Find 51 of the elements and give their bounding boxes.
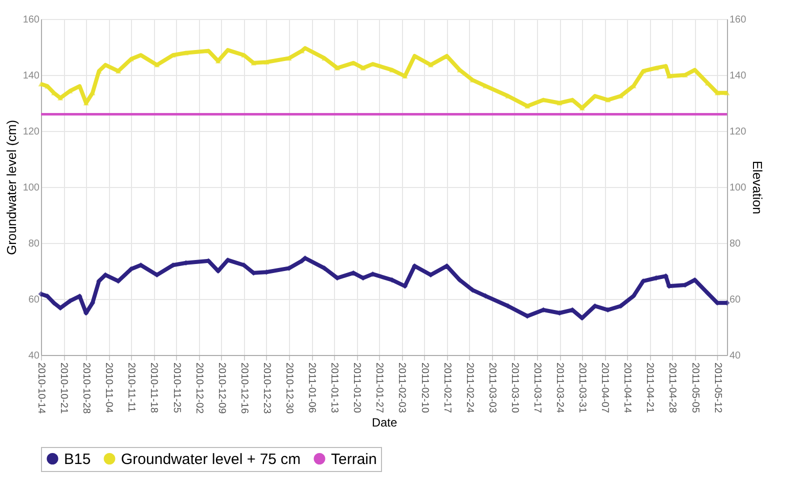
x-tick-label: 2011-04-28 xyxy=(666,362,678,414)
x-tick-label: 2011-03-24 xyxy=(554,362,566,414)
x-tick-label: 2010-12-16 xyxy=(238,362,250,414)
y-tick-label: 100 xyxy=(22,182,40,194)
x-tick-label: 2011-02-24 xyxy=(464,362,475,414)
x-tick-label: 2010-12-09 xyxy=(216,362,227,414)
x-tick-label: 2011-02-03 xyxy=(396,362,408,414)
x-tick-label: 2010-11-18 xyxy=(148,362,160,414)
y2-tick-label: 40 xyxy=(730,350,742,362)
legend-label: Terrain xyxy=(331,450,377,468)
x-tick-label: 2011-02-10 xyxy=(418,362,430,414)
x-tick-label: 2011-03-31 xyxy=(576,362,588,414)
x-tick-label: 2010-10-14 xyxy=(36,362,46,414)
x-tick-label: 2010-10-28 xyxy=(80,362,92,414)
x-tick-label: 2011-03-10 xyxy=(508,362,520,414)
x-tick-label: 2010-11-25 xyxy=(170,362,182,414)
x-tick-label: 2010-12-02 xyxy=(193,362,204,414)
x-tick-label: 2010-11-04 xyxy=(103,362,114,414)
x-tick-label: 2010-11-11 xyxy=(126,362,137,413)
x-tick-label: 2011-01-27 xyxy=(374,362,385,414)
x-tick-label: 2010-10-21 xyxy=(58,362,70,414)
x-tick-label: 2011-04-14 xyxy=(622,362,633,414)
legend-label: B15 xyxy=(64,450,91,468)
y2-tick-label: 120 xyxy=(730,126,747,138)
y-tick-label: 120 xyxy=(22,126,40,138)
x-tick-label: 2011-03-03 xyxy=(486,362,498,414)
x-axis-title: Date xyxy=(372,416,398,430)
x-tick-label: 2011-05-05 xyxy=(689,362,700,414)
y2-tick-label: 60 xyxy=(730,294,742,306)
x-tick-label: 2010-12-30 xyxy=(283,362,294,414)
x-tick-label: 2011-04-21 xyxy=(644,362,656,414)
y-tick-label: 40 xyxy=(28,350,40,362)
x-tick-label: 2011-03-17 xyxy=(531,362,542,414)
x-tick-label: 2011-05-12 xyxy=(712,362,723,414)
y-tick-label: 140 xyxy=(22,70,40,82)
y2-tick-label: 100 xyxy=(730,182,747,194)
y-tick-label: 80 xyxy=(28,238,40,250)
x-tick-label: 2011-01-13 xyxy=(328,362,340,414)
x-tick-label: 2011-02-17 xyxy=(441,362,452,414)
y2-axis-title: Elevation xyxy=(750,160,766,214)
y-axis-title: Groundwater level (cm) xyxy=(4,120,19,256)
x-tick-label: 2010-12-23 xyxy=(260,362,272,414)
x-tick-label: 2011-01-20 xyxy=(351,362,362,414)
y2-tick-label: 160 xyxy=(730,14,747,26)
x-tick-label: 2011-01-06 xyxy=(306,362,318,414)
y-tick-label: 160 xyxy=(22,14,40,26)
y2-tick-label: 140 xyxy=(730,70,747,82)
y2-tick-label: 80 xyxy=(730,238,742,250)
legend-label: Groundwater level + 75 cm xyxy=(121,450,301,468)
y-tick-label: 60 xyxy=(28,294,40,306)
x-tick-label: 2011-04-07 xyxy=(599,362,610,414)
